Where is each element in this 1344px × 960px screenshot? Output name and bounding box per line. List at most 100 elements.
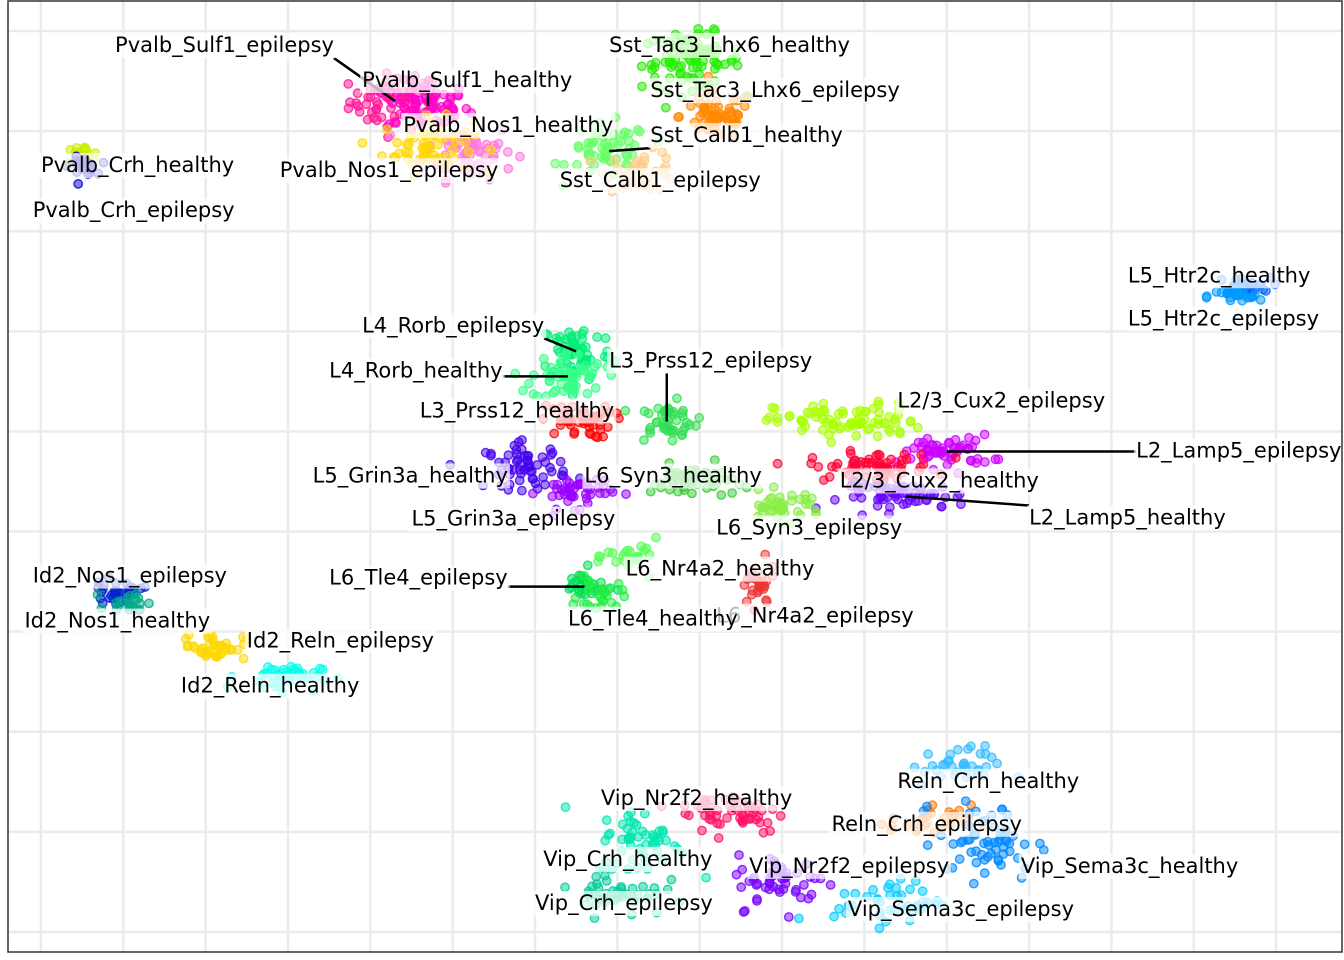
cluster-label-background bbox=[747, 853, 952, 879]
cluster-label-text: Id2_Nos1_epilepsy bbox=[33, 564, 227, 589]
scatter-point bbox=[601, 138, 612, 149]
scatter-point bbox=[548, 479, 559, 490]
scatter-point bbox=[503, 450, 514, 460]
scatter-point bbox=[207, 635, 218, 645]
scatter-point bbox=[623, 832, 634, 843]
scatter-point bbox=[673, 112, 683, 123]
scatter-point bbox=[672, 393, 682, 404]
scatter-point bbox=[727, 488, 737, 498]
plot-frame bbox=[7, 0, 1343, 953]
scatter-point bbox=[555, 331, 565, 342]
cluster-label-background bbox=[837, 468, 1041, 494]
cluster-label: Pvalb_Crh_epilepsy bbox=[30, 198, 237, 224]
cluster-label: L5_Htr2c_healthy bbox=[1125, 263, 1313, 289]
cluster-label-background bbox=[178, 673, 362, 699]
cluster-label-text: L6_Syn3_epilepsy bbox=[716, 516, 902, 541]
scatter-point bbox=[639, 545, 649, 556]
scatter-point bbox=[431, 103, 442, 114]
cluster-label-text: Pvalb_Crh_healthy bbox=[41, 153, 234, 178]
scatter-point bbox=[639, 152, 650, 162]
scatter-point bbox=[609, 155, 620, 166]
scatter-point bbox=[775, 811, 786, 821]
scatter-point bbox=[1255, 294, 1266, 305]
scatter-point bbox=[592, 358, 603, 369]
scatter-point bbox=[1211, 286, 1222, 297]
scatter-point bbox=[716, 490, 727, 500]
scatter-point bbox=[678, 426, 688, 436]
scatter-point bbox=[922, 840, 933, 851]
scatter-point bbox=[1201, 292, 1212, 303]
scatter-point bbox=[528, 473, 538, 484]
scatter-point bbox=[418, 138, 429, 149]
scatter-point bbox=[830, 494, 840, 505]
cluster-label: L4_Rorb_healthy bbox=[327, 358, 505, 384]
scatter-point bbox=[767, 402, 778, 413]
scatter-point bbox=[872, 431, 883, 442]
scatter-point bbox=[916, 449, 926, 460]
scatter-point bbox=[663, 403, 674, 414]
cluster-label-background bbox=[623, 556, 817, 582]
scatter-point bbox=[814, 407, 825, 418]
scatter-point bbox=[845, 448, 856, 459]
scatter-point bbox=[391, 118, 401, 128]
scatter-point bbox=[766, 492, 777, 503]
cluster-label: L3_Prss12_healthy bbox=[417, 398, 617, 424]
cluster-label-background bbox=[895, 388, 1108, 414]
scatter-point bbox=[923, 749, 933, 760]
scatter-point bbox=[738, 810, 748, 821]
scatter-point bbox=[1245, 292, 1255, 303]
cluster-label-background bbox=[541, 846, 715, 872]
scatter-point bbox=[874, 923, 885, 934]
scatter-point bbox=[872, 500, 883, 511]
scatter-point bbox=[79, 142, 90, 153]
scatter-point bbox=[517, 485, 527, 496]
cluster-label-text: Id2_Nos1_healthy bbox=[24, 609, 210, 634]
cluster-label: L5_Grin3a_healthy bbox=[310, 463, 510, 489]
scatter-point bbox=[620, 405, 631, 416]
cluster-label: Pvalb_Crh_healthy bbox=[38, 153, 237, 179]
scatter-point bbox=[651, 417, 662, 428]
scatter-point bbox=[558, 466, 568, 477]
scatter-point bbox=[664, 425, 675, 436]
scatter-point bbox=[765, 826, 776, 836]
cluster-label-text: Id2_Reln_healthy bbox=[181, 674, 359, 699]
scatter-point bbox=[944, 438, 955, 448]
cluster-label: Sst_Tac3_Lhx6_epilepsy bbox=[648, 78, 902, 104]
cluster-label: L5_Grin3a_epilepsy bbox=[409, 506, 618, 532]
scatter-point bbox=[600, 333, 611, 344]
scatter-point bbox=[602, 422, 613, 432]
scatter-point bbox=[885, 502, 895, 512]
cluster-label-text: L5_Htr2c_epilepsy bbox=[1128, 306, 1319, 331]
scatter-point bbox=[613, 578, 624, 589]
scatter-point bbox=[752, 896, 762, 906]
cluster-label: Id2_Nos1_epilepsy bbox=[30, 563, 229, 589]
scatter-point bbox=[796, 415, 806, 425]
scatter-point bbox=[617, 819, 628, 830]
cluster-label-background bbox=[22, 608, 213, 634]
cluster-label-text: L6_Syn3_healthy bbox=[584, 464, 761, 489]
scatter-point bbox=[970, 435, 981, 446]
label-leader-line bbox=[543, 337, 577, 353]
scatter-point bbox=[952, 744, 963, 755]
cluster-label-text: Pvalb_Nos1_healthy bbox=[403, 113, 613, 138]
cluster-label-text: Vip_Sema3c_epilepsy bbox=[848, 897, 1074, 922]
cluster-label-background bbox=[1134, 438, 1341, 464]
cluster-label-text: L2/3_Cux2_epilepsy bbox=[897, 388, 1105, 413]
scatter-point bbox=[502, 146, 513, 157]
cluster-label-background bbox=[607, 348, 815, 374]
scatter-point bbox=[713, 833, 724, 843]
scatter-point bbox=[601, 815, 612, 826]
scatter-point bbox=[837, 406, 848, 417]
scatter-point bbox=[461, 103, 472, 114]
scatter-point bbox=[584, 428, 595, 439]
scatter-point bbox=[549, 428, 560, 439]
scatter-point bbox=[569, 428, 579, 439]
scatter-point bbox=[980, 457, 990, 467]
cluster-label-background bbox=[829, 811, 1024, 837]
scatter-point bbox=[591, 871, 602, 882]
scatter-point bbox=[731, 869, 742, 880]
scatter-point bbox=[568, 491, 579, 502]
scatter-point bbox=[594, 551, 604, 562]
scatter-point bbox=[1004, 838, 1015, 849]
